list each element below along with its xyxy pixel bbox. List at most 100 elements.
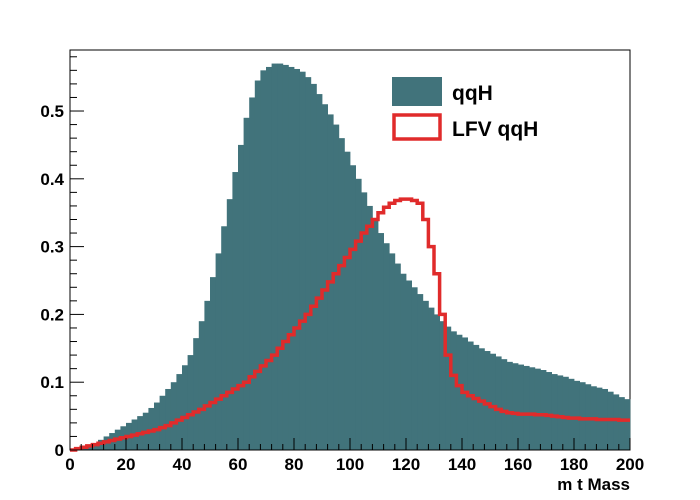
y-tick-label: 0.2 bbox=[40, 305, 64, 324]
qqH-bin bbox=[624, 399, 631, 450]
qqH-bin bbox=[226, 199, 233, 450]
qqH-bin bbox=[417, 294, 424, 450]
qqH-bin bbox=[546, 372, 552, 450]
qqH-bin bbox=[428, 307, 435, 450]
qqH-bin bbox=[568, 378, 575, 450]
qqH-bin bbox=[254, 80, 261, 450]
qqH-bin bbox=[215, 253, 222, 450]
qqH-bin bbox=[534, 368, 541, 450]
qqH-bin bbox=[618, 397, 625, 450]
qqH-bin bbox=[495, 356, 502, 450]
qqH-bin bbox=[277, 63, 284, 450]
legend-swatch-qqH bbox=[392, 77, 442, 106]
qqH-bin bbox=[518, 364, 524, 450]
qqH-bin bbox=[333, 124, 340, 451]
y-tick-label: 0 bbox=[55, 441, 64, 460]
qqH-bin bbox=[389, 253, 396, 450]
qqH-bin bbox=[501, 359, 508, 450]
qqH-bin bbox=[176, 374, 183, 450]
x-tick-label: 140 bbox=[448, 455, 476, 474]
x-tick-label: 100 bbox=[336, 455, 364, 474]
axes: 0 20 40 60 80 100 120 140 160 180 200 0 0.1 0.2 0.3 0.4… bbox=[40, 50, 644, 474]
qqH-bin bbox=[338, 138, 345, 450]
qqH-bin bbox=[350, 165, 356, 450]
x-tick-label: 80 bbox=[285, 455, 304, 474]
qqH-bin bbox=[193, 338, 200, 450]
legend: qqH LFV qqH bbox=[392, 77, 538, 141]
lfv-qqH-step-line bbox=[70, 197, 630, 452]
qqH-bin bbox=[165, 388, 172, 450]
x-tick-label: 160 bbox=[504, 455, 532, 474]
qqH-bin bbox=[506, 361, 513, 450]
qqH-bin bbox=[260, 70, 267, 450]
qqH-bin bbox=[523, 365, 530, 450]
qqH-bin bbox=[249, 97, 256, 450]
y-tick-label: 0.4 bbox=[40, 170, 64, 189]
legend-label-lfv-qqH: LFV qqH bbox=[452, 118, 538, 141]
qqH-bin bbox=[221, 226, 228, 450]
qqH-bin bbox=[400, 273, 407, 450]
qqH-bin bbox=[282, 64, 289, 450]
qqH-bin bbox=[204, 300, 211, 450]
qqH-bin bbox=[456, 334, 463, 450]
x-tick-label: 40 bbox=[173, 455, 192, 474]
qqH-bin bbox=[378, 233, 384, 450]
qqH-bin bbox=[210, 277, 216, 450]
qqH-bin bbox=[92, 443, 99, 450]
qqH-bin bbox=[574, 380, 580, 450]
qqH-bin bbox=[288, 66, 295, 450]
qqH-bin bbox=[299, 71, 306, 450]
qqH-bin bbox=[322, 104, 328, 450]
y-tick-label: 0.1 bbox=[40, 373, 64, 392]
qqH-bin bbox=[484, 351, 491, 450]
x-tick-label: 200 bbox=[616, 455, 644, 474]
qqH-bin bbox=[439, 321, 446, 450]
legend-swatch-lfv-qqH bbox=[392, 113, 442, 141]
qqH-bin bbox=[305, 77, 312, 450]
qqH-bin bbox=[551, 374, 558, 450]
qqH-bin bbox=[394, 263, 401, 450]
qqH-bin bbox=[372, 219, 379, 450]
qqH-bin bbox=[86, 446, 93, 450]
x-tick-label: 60 bbox=[229, 455, 248, 474]
x-tick-label: 180 bbox=[560, 455, 588, 474]
y-tick-label: 0.5 bbox=[40, 102, 64, 121]
qqH-bin bbox=[579, 382, 586, 450]
x-axis-title: m t Mass bbox=[557, 475, 630, 494]
qqH-bin bbox=[316, 94, 323, 450]
qqH-bin bbox=[422, 300, 429, 450]
qqH-bin bbox=[310, 83, 317, 450]
qqH-bin bbox=[271, 63, 278, 450]
qqH-bin bbox=[266, 66, 272, 450]
qqH-bin bbox=[512, 363, 519, 450]
y-tick-label: 0.3 bbox=[40, 238, 64, 257]
qqH-bin bbox=[355, 178, 362, 451]
qqH-bin bbox=[238, 144, 244, 450]
x-tick-label: 20 bbox=[117, 455, 136, 474]
qqH-bin bbox=[562, 376, 569, 450]
qqH-bin bbox=[557, 375, 564, 450]
qqH-bin bbox=[294, 68, 300, 451]
lfv-qqH-histogram bbox=[70, 197, 630, 452]
qqH-bin bbox=[540, 370, 547, 450]
qqH-bin bbox=[344, 151, 351, 450]
qqH-bin bbox=[445, 326, 452, 450]
qqH-bin bbox=[154, 402, 160, 450]
qqH-histogram bbox=[75, 63, 631, 451]
legend-label-qqH: qqH bbox=[452, 82, 493, 105]
qqH-bin bbox=[383, 243, 390, 450]
qqH-bin bbox=[187, 355, 194, 450]
qqH-bin bbox=[406, 280, 412, 450]
qqH-bin bbox=[148, 407, 155, 450]
qqH-bin bbox=[159, 395, 166, 450]
qqH-bin bbox=[182, 365, 188, 450]
x-tick-label: 120 bbox=[392, 455, 420, 474]
qqH-bin bbox=[232, 172, 239, 450]
qqH-bin bbox=[198, 321, 205, 450]
qqH-bin bbox=[361, 192, 368, 451]
x-tick-label: 0 bbox=[65, 455, 74, 474]
qqH-bin bbox=[170, 382, 177, 450]
qqH-bin bbox=[613, 394, 620, 450]
qqH-bin bbox=[366, 205, 373, 450]
